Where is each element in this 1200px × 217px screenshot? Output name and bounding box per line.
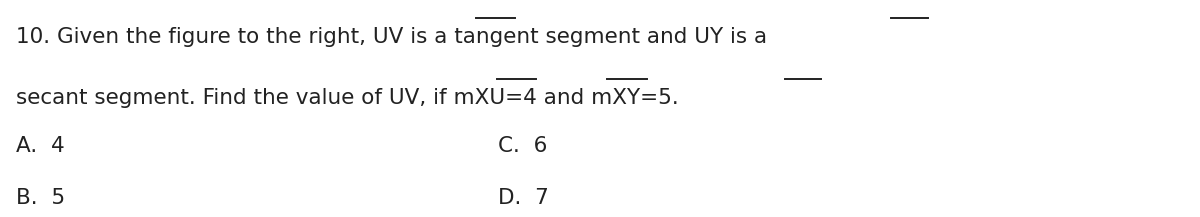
- Text: 10. Given the figure to the right, UV is a tangent segment and UY is a: 10. Given the figure to the right, UV is…: [16, 27, 767, 47]
- Text: secant segment. Find the value of UV, if mXU=4 and mXY=5.: secant segment. Find the value of UV, if…: [16, 88, 678, 108]
- Text: B.  5: B. 5: [16, 188, 65, 208]
- Text: C.  6: C. 6: [498, 136, 547, 156]
- Text: D.  7: D. 7: [498, 188, 548, 208]
- Text: A.  4: A. 4: [16, 136, 65, 156]
